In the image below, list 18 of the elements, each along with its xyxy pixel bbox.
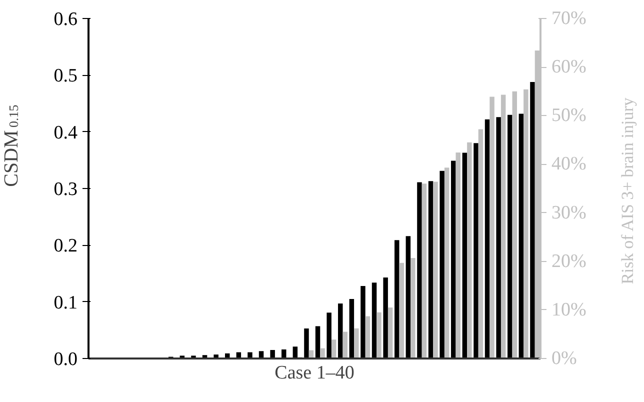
y2-tick-label: 0% [552,348,577,369]
y2-tick-label: 10% [552,299,586,320]
y-tick-label: 0.2 [54,236,78,257]
y-tick-label: 0.0 [54,349,78,370]
y-tick-label: 0.4 [54,122,78,144]
y2-tick-label: 60% [552,56,586,78]
y2-tick-label: 50% [552,105,586,126]
x-axis-title: Case 1–40 [274,362,354,384]
y2-tick-label: 40% [552,154,586,175]
y-tick-label: 0.1 [54,292,78,314]
y-axis-title: CSDM0.15 [0,104,22,187]
y-tick-label: 0.3 [54,179,78,200]
y-tick-label: 0.5 [54,66,78,87]
y-tick-label: 0.6 [54,9,78,30]
y2-tick-label: 70% [552,8,586,29]
y2-tick-label: 30% [552,202,586,224]
y2-tick-label: 20% [552,250,586,272]
y2-axis-title: Risk of AIS 3+ brain injury [618,97,637,284]
